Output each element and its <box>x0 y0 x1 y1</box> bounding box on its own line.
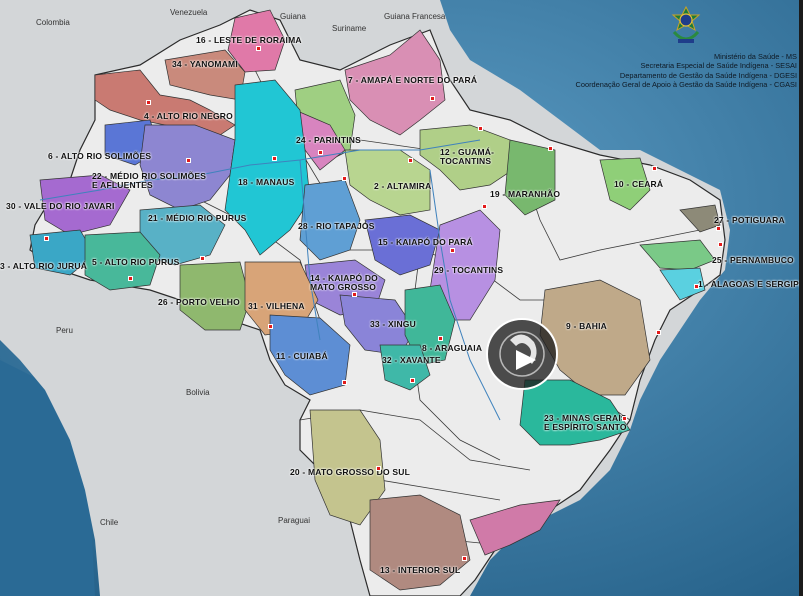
dsei-marker <box>186 158 191 163</box>
country-label-chile: Chile <box>100 518 119 527</box>
dsei-label-vilhena: 31 - VILHENA <box>248 301 305 311</box>
dsei-marker <box>694 284 699 289</box>
dsei-marker <box>462 556 467 561</box>
dsei-label-xavante: 32 - XAVANTE <box>382 355 441 365</box>
dsei-marker <box>478 126 483 131</box>
country-label-guiana-francesa: Guiana Francesa <box>384 12 446 21</box>
country-label-suriname: Suriname <box>332 24 367 33</box>
country-label-guiana: Guiana <box>280 12 306 21</box>
dsei-label-parintins: 24 - PARINTINS <box>296 135 361 145</box>
dsei-marker <box>268 324 273 329</box>
window-edge <box>799 0 803 596</box>
dsei-marker <box>652 166 657 171</box>
dsei-label-kaiapo-do-mato-grosso: 14 - KAIAPÓ DO MATO GROSSO <box>310 273 378 292</box>
dsei-label-potiguara: 27 - POTIGUARA <box>714 215 785 225</box>
header-line-ministry: Ministério da Saúde - MS <box>714 52 797 61</box>
dsei-label-yanomami: 34 - YANOMAMI <box>172 59 238 69</box>
dsei-marker <box>352 292 357 297</box>
dsei-marker <box>410 378 415 383</box>
country-label-peru: Peru <box>56 326 73 335</box>
dsei-label-bahia: 9 - BAHIA <box>566 321 607 331</box>
dsei-label-pernambuco: 25 - PERNAMBUCO <box>712 255 794 265</box>
play-icon <box>499 331 545 377</box>
country-label-paraguai: Paraguai <box>278 516 311 525</box>
dsei-marker <box>342 380 347 385</box>
header-line-coordination: Coordenação Geral de Apoio à Gestão da S… <box>575 80 797 90</box>
dsei-label-mato-grosso-do-sul: 20 - MATO GROSSO DO SUL <box>290 467 410 477</box>
dsei-marker <box>44 236 49 241</box>
brazil-coat-of-arms-icon <box>671 6 701 43</box>
dsei-label-maranhao: 19 - MARANHÃO <box>490 189 561 199</box>
dsei-label-tocantins: 29 - TOCANTINS <box>434 265 504 275</box>
dsei-marker <box>548 146 553 151</box>
dsei-marker <box>718 242 723 247</box>
dsei-marker <box>716 226 721 231</box>
header-line-department: Departamento de Gestão da Saúde Indígena… <box>619 70 797 80</box>
dsei-label-xingu: 33 - XINGU <box>370 319 416 329</box>
dsei-marker <box>430 96 435 101</box>
dsei-label-guama-tocantins: 12 - GUAMÁ-TOCANTINS <box>440 147 495 166</box>
dsei-label-altamira: 2 - ALTAMIRA <box>374 181 432 191</box>
dsei-label-alto-rio-purus: 5 - ALTO RIO PURUS <box>92 257 180 267</box>
dsei-label-leste-de-roraima: 16 - LESTE DE RORAIMA <box>196 35 302 45</box>
dsei-marker <box>622 416 627 421</box>
rivers <box>39 139 501 421</box>
dsei-label-manaus: 18 - MANAUS <box>238 177 295 187</box>
dsei-marker <box>438 336 443 341</box>
dsei-label-alagoas-e-sergipe: 1 - ALAGOAS E SERGIPE <box>698 279 803 289</box>
dsei-marker <box>256 46 261 51</box>
dsei-marker <box>450 248 455 253</box>
dsei-label-interior-sul: 13 - INTERIOR SUL <box>380 565 461 575</box>
header-line-secretariat: Secretaria Especial de Saúde Indígena - … <box>640 61 797 71</box>
dsei-label-ceara: 10 - CEARÁ <box>614 179 664 189</box>
dsei-marker <box>376 466 381 471</box>
dsei-marker <box>656 330 661 335</box>
dsei-label-araguaia: 8 - ARAGUAIA <box>422 343 483 353</box>
dsei-label-medio-rio-purus: 21 - MÉDIO RIO PURUS <box>148 213 247 223</box>
dsei-marker <box>200 256 205 261</box>
dsei-marker <box>128 276 133 281</box>
country-label-colombia: Colombia <box>36 18 70 27</box>
dsei-label-amapa: 7 - AMAPÁ E NORTE DO PARÁ <box>348 75 478 85</box>
dsei-label-alto-rio-negro: 4 - ALTO RIO NEGRO <box>144 111 233 121</box>
dsei-label-minas-gerais: 23 - MINAS GERAIS E ESPÍRITO SANTO <box>544 413 627 432</box>
dsei-label-kaiapo-do-para: 15 - KAIAPÓ DO PARÁ <box>378 237 473 247</box>
video-play-button[interactable] <box>486 318 558 390</box>
dsei-regions <box>29 9 721 591</box>
dsei-marker <box>408 158 413 163</box>
dsei-label-vale-do-rio-javari: 30 - VALE DO RIO JAVARI <box>6 201 115 211</box>
header-text: Ministério da Saúde - MS Secretaria Espe… <box>576 52 797 90</box>
dsei-marker <box>272 156 277 161</box>
dsei-marker <box>342 176 347 181</box>
country-label-bolivia: Bolivia <box>186 388 210 397</box>
dsei-marker <box>318 150 323 155</box>
country-label-venezuela: Venezuela <box>170 8 208 17</box>
pacific-ocean <box>0 360 95 596</box>
dsei-label-porto-velho: 26 - PORTO VELHO <box>158 297 240 307</box>
dsei-label-medio-rio-solimoes: 22 - MÉDIO RIO SOLIMÕES E AFLUENTES <box>92 171 207 190</box>
dsei-label-alto-rio-solimoes: 6 - ALTO RIO SOLIMÕES <box>48 151 152 161</box>
dsei-marker <box>482 204 487 209</box>
dsei-label-cuiaba: 11 - CUIABÁ <box>276 351 328 361</box>
dsei-label-alto-rio-jurua: 3 - ALTO RIO JURUÁ <box>0 261 88 271</box>
dsei-marker <box>146 100 151 105</box>
dsei-label-rio-tapajos: 28 - RIO TAPAJÓS <box>298 221 375 231</box>
